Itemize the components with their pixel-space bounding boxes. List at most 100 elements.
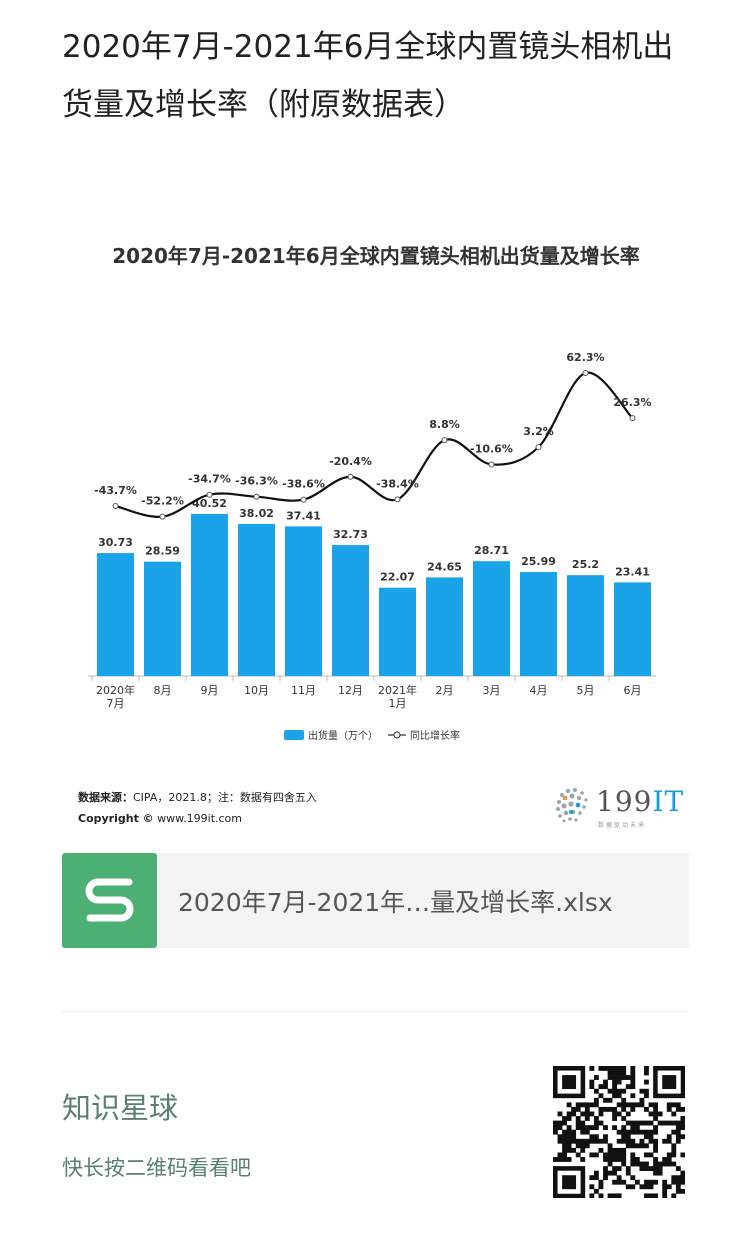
qr-module xyxy=(653,1147,658,1153)
qr-module xyxy=(625,1170,631,1176)
qr-module xyxy=(575,1116,581,1121)
growth-rate-label: -10.6% xyxy=(470,442,513,455)
qr-module xyxy=(648,1179,654,1185)
qr-module xyxy=(621,1088,627,1094)
qr-module xyxy=(603,1166,608,1171)
chart-source: 数据来源：CIPA，2021.8；注：数据有四舍五入 Copyright © w… xyxy=(78,787,317,829)
qr-module xyxy=(603,1170,608,1176)
qr-module xyxy=(666,1138,672,1144)
bar xyxy=(520,572,557,676)
qr-module xyxy=(593,1138,599,1144)
bar xyxy=(144,561,181,676)
qr-module xyxy=(589,1084,595,1090)
qr-module xyxy=(653,1161,658,1167)
qr-module xyxy=(553,1129,558,1135)
qr-module xyxy=(593,1134,599,1140)
growth-rate-point xyxy=(300,496,307,503)
qr-module xyxy=(589,1079,595,1085)
qr-module xyxy=(575,1152,581,1158)
qr-module xyxy=(675,1138,681,1144)
qr-module xyxy=(644,1161,649,1167)
qr-module xyxy=(593,1097,599,1103)
qr-module xyxy=(625,1143,631,1149)
qr-module xyxy=(639,1097,645,1103)
qr-module xyxy=(598,1084,604,1090)
qr-module xyxy=(603,1152,608,1158)
qr-module xyxy=(621,1157,627,1162)
qr-module xyxy=(603,1079,608,1085)
file-attachment[interactable]: 2020年7月-2021年…量及增长率.xlsx xyxy=(62,853,689,948)
qr-module xyxy=(607,1193,613,1198)
bar xyxy=(614,582,651,676)
qr-module xyxy=(616,1070,622,1076)
qr-module xyxy=(553,1120,558,1126)
qr-module xyxy=(575,1143,581,1149)
qr-module xyxy=(589,1175,595,1181)
qr-module xyxy=(675,1134,681,1140)
qr-module xyxy=(630,1106,636,1112)
qr-module xyxy=(634,1161,640,1167)
qr-module xyxy=(634,1179,640,1185)
qr-module xyxy=(648,1152,654,1158)
qr-module xyxy=(644,1093,649,1099)
qr-module xyxy=(653,1111,658,1117)
bar-value-label: 24.65 xyxy=(427,560,462,573)
qr-module xyxy=(648,1166,654,1171)
qr-module xyxy=(593,1088,599,1094)
qr-module xyxy=(557,1138,563,1144)
qr-module xyxy=(562,1138,567,1144)
file-name[interactable]: 2020年7月-2021年…量及增长率.xlsx xyxy=(178,888,613,917)
qr-module xyxy=(571,1106,577,1112)
qr-module xyxy=(607,1147,613,1153)
bar-value-label: 37.41 xyxy=(286,509,321,522)
qr-module xyxy=(603,1134,608,1140)
qr-module xyxy=(616,1193,622,1198)
qr-module xyxy=(593,1102,599,1108)
qr-module xyxy=(616,1079,622,1085)
bar-value-label: 25.2 xyxy=(572,558,599,571)
qr-module xyxy=(571,1138,577,1144)
qr-module xyxy=(625,1120,631,1126)
logo-text: 199IT xyxy=(596,785,685,818)
qr-module xyxy=(612,1070,618,1076)
growth-rate-label: 62.3% xyxy=(566,351,604,364)
qr-module xyxy=(598,1106,604,1112)
source-text: CIPA，2021.8；注：数据有四舍五入 xyxy=(133,791,317,804)
qr-module xyxy=(598,1111,604,1117)
qr-module xyxy=(644,1088,649,1094)
qr-code[interactable] xyxy=(553,1066,685,1198)
qr-module xyxy=(625,1166,631,1171)
qr-module xyxy=(653,1166,658,1171)
qr-module xyxy=(607,1152,613,1158)
qr-module xyxy=(675,1106,681,1112)
bar xyxy=(567,575,604,676)
qr-module xyxy=(589,1125,595,1131)
qr-module xyxy=(657,1161,663,1167)
legend-bar-label: 出货量（万个） xyxy=(308,729,378,742)
qr-module xyxy=(671,1102,677,1108)
qr-module xyxy=(612,1093,618,1099)
qr-module xyxy=(657,1111,663,1117)
qr-module xyxy=(607,1157,613,1162)
qr-module xyxy=(584,1106,590,1112)
qr-module xyxy=(607,1066,613,1071)
qr-module xyxy=(671,1143,677,1149)
qr-module xyxy=(553,1125,558,1131)
growth-rate-point xyxy=(159,513,166,520)
legend-line-marker xyxy=(393,731,401,739)
qr-module xyxy=(612,1066,618,1071)
qr-module xyxy=(607,1143,613,1149)
growth-rate-point xyxy=(347,473,354,480)
qr-module xyxy=(671,1152,677,1158)
spreadsheet-s-icon xyxy=(62,853,157,948)
qr-module xyxy=(644,1143,649,1149)
qr-module xyxy=(621,1179,627,1185)
qr-module xyxy=(621,1106,627,1112)
qr-module xyxy=(562,1152,567,1158)
planet-hint: 快长按二维码看看吧 xyxy=(62,1156,251,1180)
qr-module xyxy=(562,1157,567,1162)
growth-rate-point xyxy=(112,503,119,509)
qr-module xyxy=(662,1193,668,1198)
bar-value-label: 28.71 xyxy=(474,544,509,557)
qr-module xyxy=(625,1084,631,1090)
